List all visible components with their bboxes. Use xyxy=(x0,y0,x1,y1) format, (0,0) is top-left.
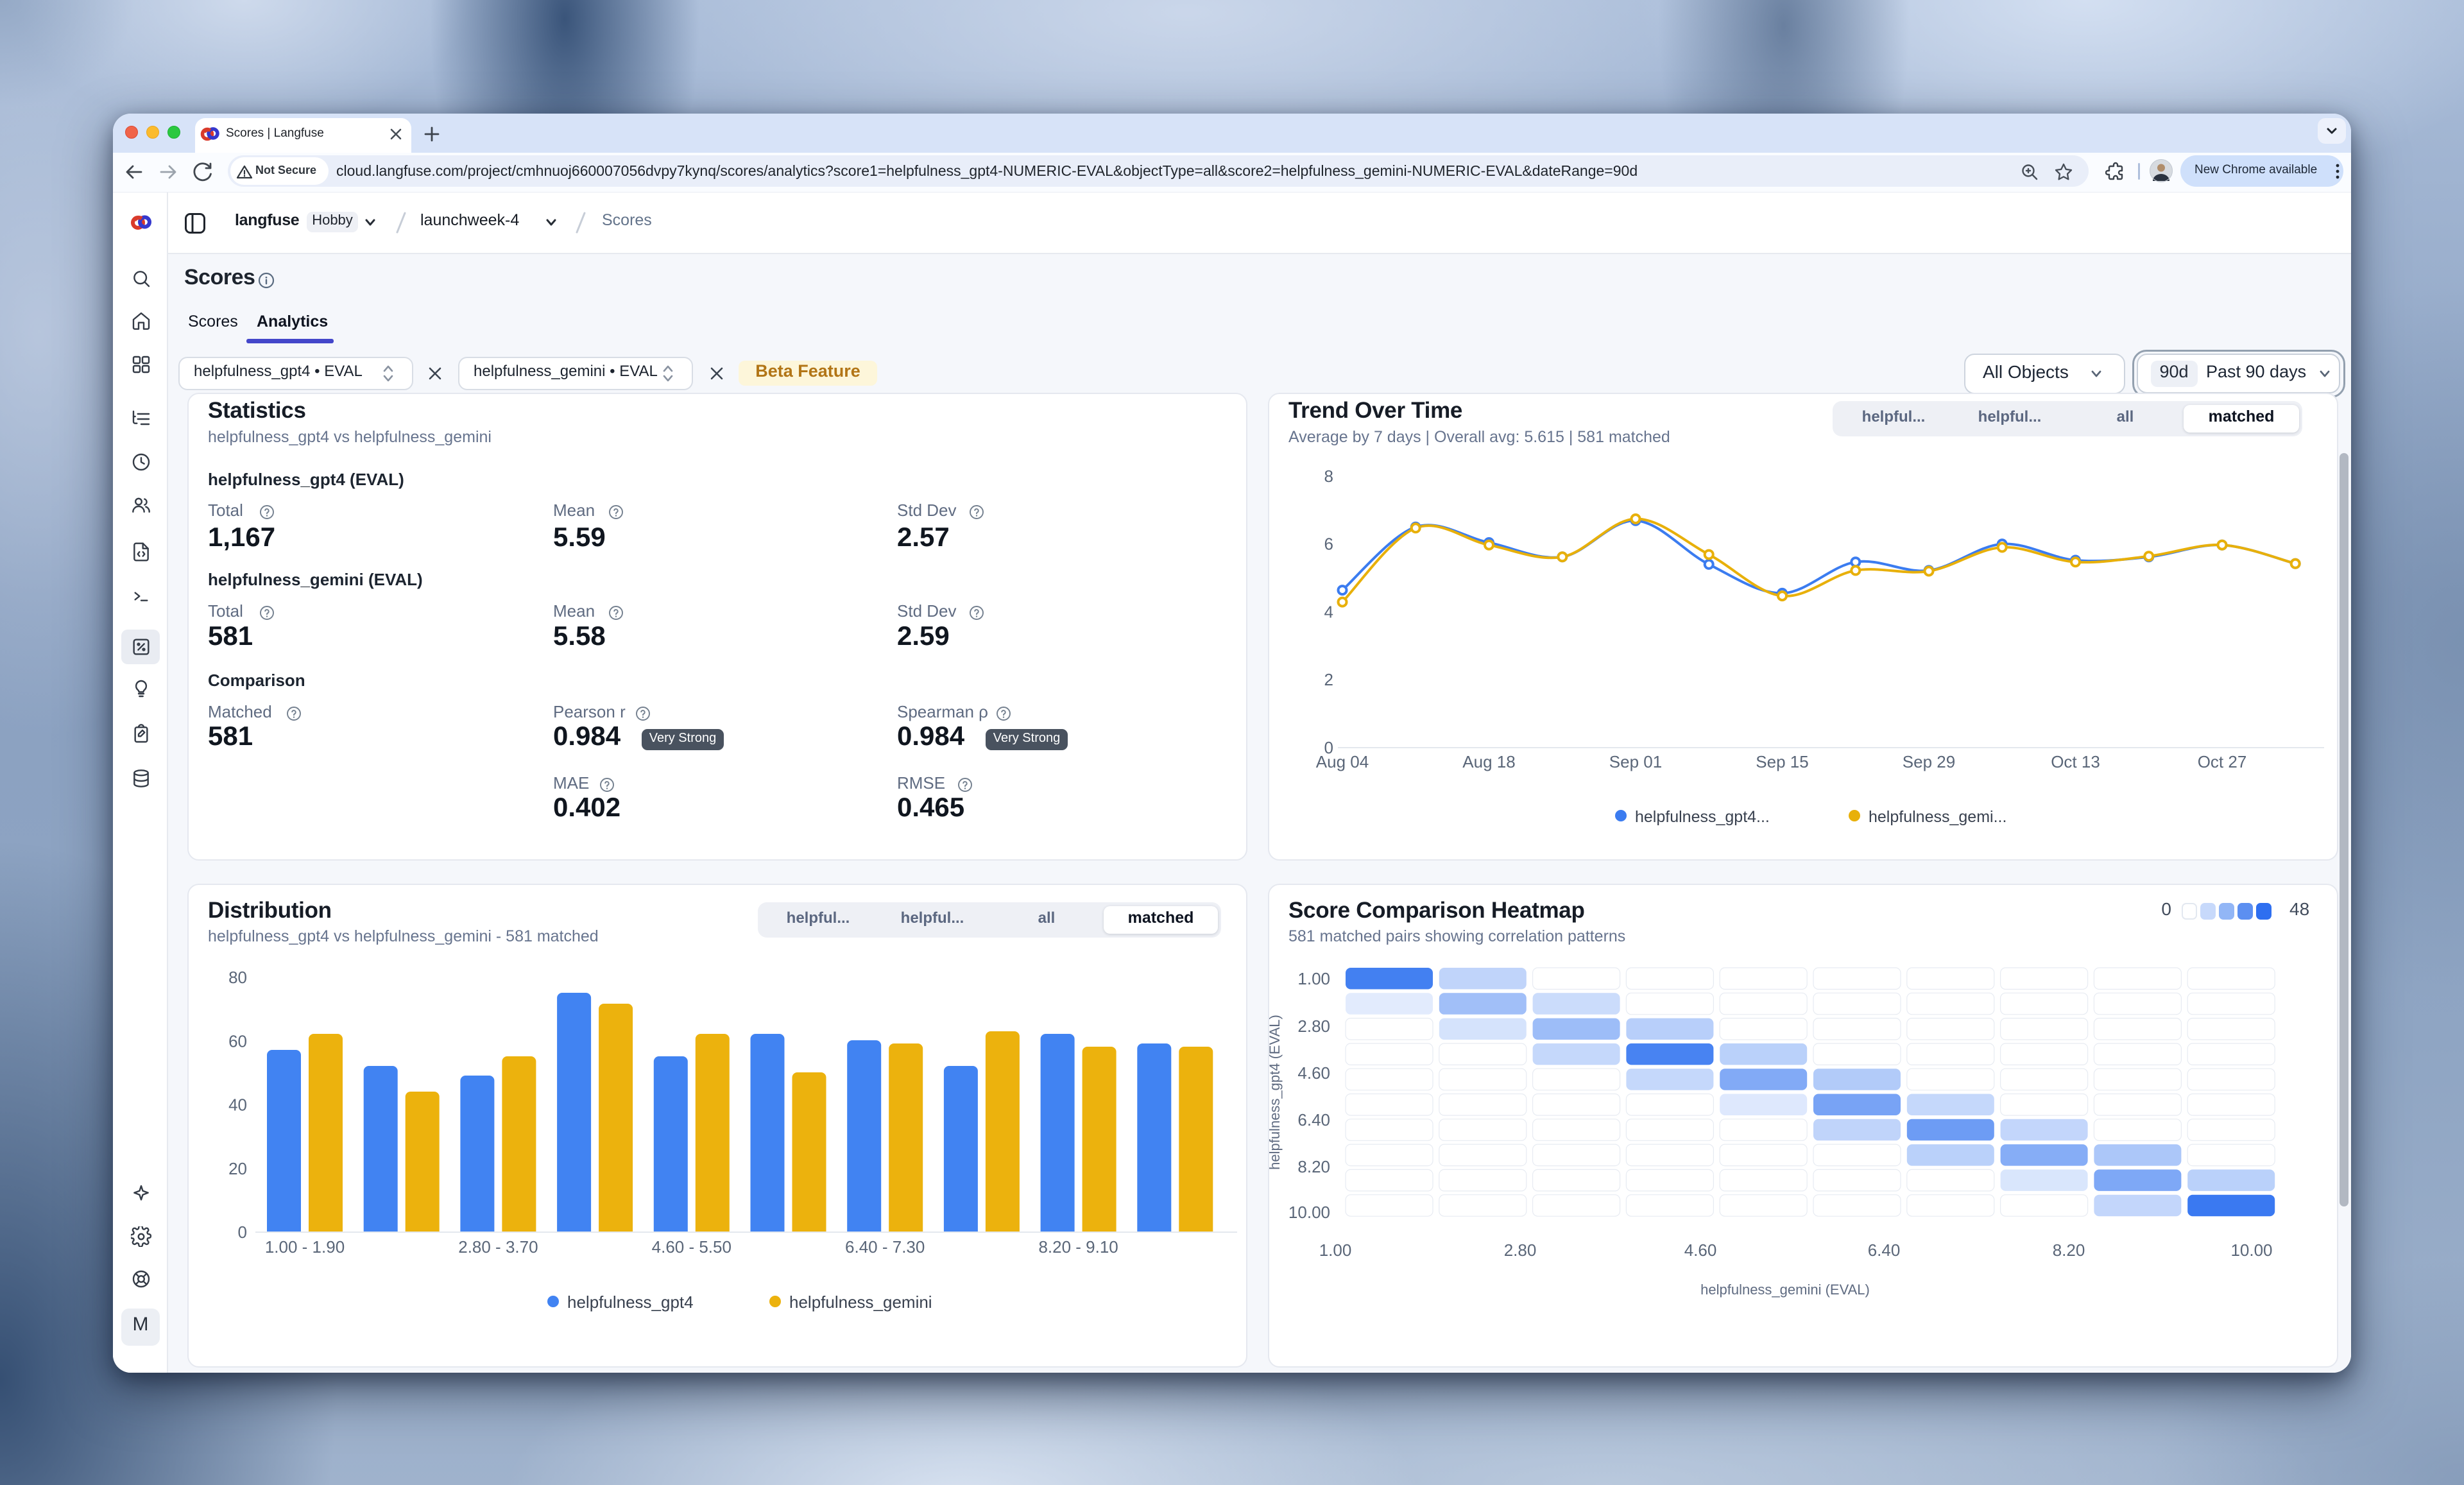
svg-text:8.20: 8.20 xyxy=(1297,1157,1330,1176)
svg-text:10.00: 10.00 xyxy=(2230,1240,2272,1260)
svg-text:helpfulness_gemini (EVAL): helpfulness_gemini (EVAL) xyxy=(1700,1282,1870,1298)
svg-text:40: 40 xyxy=(228,1095,247,1115)
svg-text:1.00: 1.00 xyxy=(1297,969,1330,988)
svg-text:6.40: 6.40 xyxy=(1297,1110,1330,1129)
svg-text:8: 8 xyxy=(1324,467,1333,486)
svg-text:Oct 13: Oct 13 xyxy=(2051,752,2100,771)
svg-text:Oct 27: Oct 27 xyxy=(2198,752,2247,771)
svg-text:helpfulness_gpt4: helpfulness_gpt4 xyxy=(567,1292,694,1312)
svg-text:Sep 29: Sep 29 xyxy=(1903,752,1955,771)
svg-text:4.60: 4.60 xyxy=(1297,1063,1330,1083)
svg-text:1.00 - 1.90: 1.00 - 1.90 xyxy=(265,1237,345,1257)
svg-text:2.80 - 3.70: 2.80 - 3.70 xyxy=(458,1237,538,1257)
svg-text:helpfulness_gemini: helpfulness_gemini xyxy=(789,1292,932,1312)
svg-text:Sep 15: Sep 15 xyxy=(1756,752,1808,771)
svg-text:Sep 01: Sep 01 xyxy=(1609,752,1662,771)
svg-text:6.40: 6.40 xyxy=(1868,1240,1901,1260)
svg-text:helpfulness_gpt4...: helpfulness_gpt4... xyxy=(1635,808,1770,826)
svg-text:60: 60 xyxy=(228,1031,247,1051)
svg-text:8.20 - 9.10: 8.20 - 9.10 xyxy=(1038,1237,1118,1257)
svg-text:80: 80 xyxy=(228,968,247,987)
svg-text:6: 6 xyxy=(1324,535,1333,554)
svg-text:2.80: 2.80 xyxy=(1297,1017,1330,1036)
svg-text:6.40 - 7.30: 6.40 - 7.30 xyxy=(845,1237,925,1257)
svg-text:4.60 - 5.50: 4.60 - 5.50 xyxy=(652,1237,732,1257)
svg-text:4: 4 xyxy=(1324,602,1333,621)
svg-text:2: 2 xyxy=(1324,670,1333,689)
svg-text:Aug 04: Aug 04 xyxy=(1316,752,1369,771)
svg-text:10.00: 10.00 xyxy=(1288,1203,1330,1222)
svg-text:4.60: 4.60 xyxy=(1684,1240,1717,1260)
svg-text:2.80: 2.80 xyxy=(1504,1240,1537,1260)
svg-text:helpfulness_gpt4 (EVAL): helpfulness_gpt4 (EVAL) xyxy=(1268,1015,1283,1170)
svg-text:0: 0 xyxy=(1324,738,1333,757)
svg-text:0: 0 xyxy=(238,1223,247,1242)
svg-text:20: 20 xyxy=(228,1159,247,1178)
svg-text:Aug 18: Aug 18 xyxy=(1462,752,1515,771)
svg-text:helpfulness_gemi...: helpfulness_gemi... xyxy=(1869,808,2006,826)
svg-text:8.20: 8.20 xyxy=(2053,1240,2085,1260)
svg-text:1.00: 1.00 xyxy=(1319,1240,1352,1260)
